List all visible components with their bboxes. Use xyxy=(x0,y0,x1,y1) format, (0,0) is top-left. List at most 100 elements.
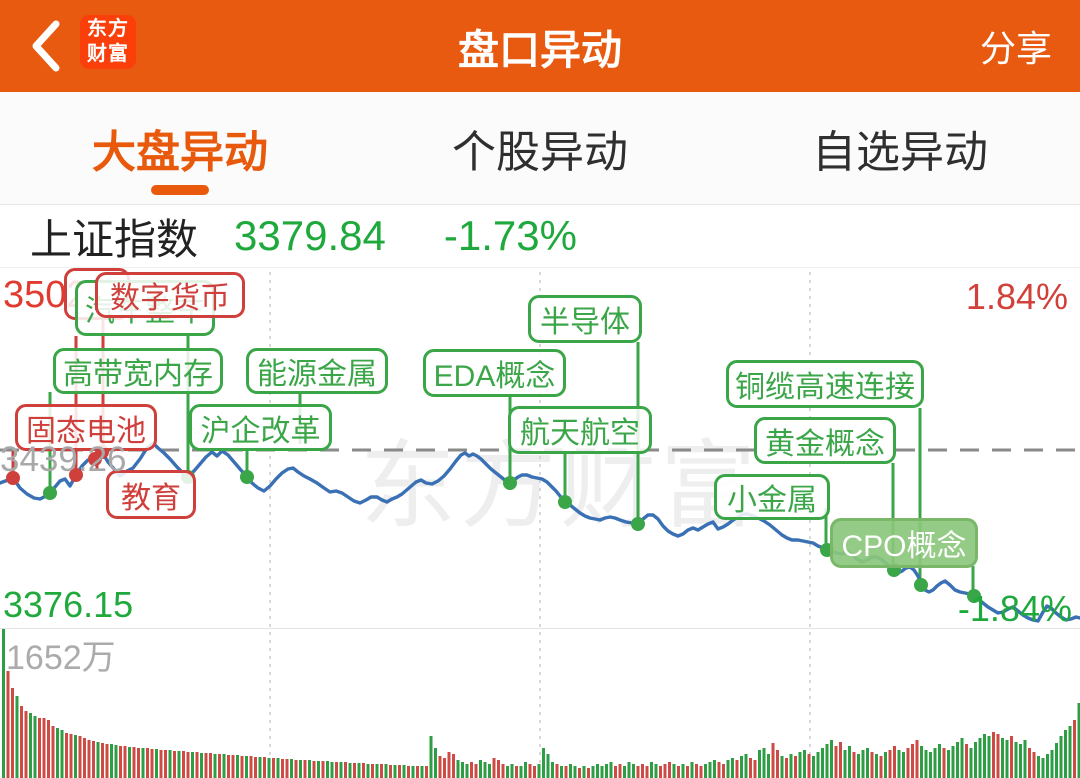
volume-bar xyxy=(645,766,649,778)
volume-bar xyxy=(884,752,887,778)
event-chip-cpo[interactable]: CPO概念 xyxy=(830,518,978,568)
volume-bar xyxy=(753,760,757,778)
volume-bar xyxy=(744,754,748,778)
volume-bar xyxy=(515,766,518,778)
volume-bar xyxy=(429,736,433,778)
volume-bar xyxy=(425,766,428,778)
tab-market-movement[interactable]: 大盘异动 xyxy=(0,92,360,204)
volume-bar xyxy=(222,754,226,778)
volume-bar xyxy=(263,757,266,778)
volume-bar xyxy=(470,762,473,778)
event-chip-eda[interactable]: EDA概念 xyxy=(423,349,566,397)
tab-stock-movement[interactable]: 个股异动 xyxy=(360,92,720,204)
volume-bar xyxy=(1037,756,1040,778)
index-name: 上证指数 xyxy=(30,215,199,263)
yaxis-mid-value: 3439.26 xyxy=(0,440,127,479)
page-title: 盘口异动 xyxy=(458,27,622,73)
volume-bar xyxy=(38,718,41,778)
volume-bar xyxy=(942,748,946,778)
active-tab-underline xyxy=(151,185,209,195)
volume-bar xyxy=(735,760,739,778)
event-dot xyxy=(914,578,928,592)
back-chevron-icon xyxy=(32,20,60,72)
volume-bar xyxy=(816,752,820,778)
eastmoney-logo: 东方 财富 xyxy=(80,15,136,69)
volume-bar xyxy=(2,629,5,778)
volume-bar xyxy=(29,713,32,778)
event-chip-aerospace[interactable]: 航天航空 xyxy=(508,406,652,454)
event-chip-energy-metal[interactable]: 能源金属 xyxy=(246,348,388,394)
volume-bar xyxy=(987,736,991,778)
volume-bar xyxy=(344,762,347,778)
volume-bar xyxy=(452,754,455,778)
index-summary-row[interactable]: 上证指数 3379.84 -1.73% xyxy=(0,205,1080,268)
volume-bar xyxy=(596,764,599,778)
volume-bar xyxy=(785,758,788,778)
event-chip-gold[interactable]: 黄金概念 xyxy=(754,417,896,464)
volume-bar xyxy=(24,711,28,778)
volume-bar xyxy=(771,743,775,778)
volume-bar xyxy=(438,756,442,778)
event-chip-semiconductor[interactable]: 半导体 xyxy=(528,295,642,343)
volume-bar xyxy=(393,765,397,778)
volume-bar xyxy=(546,754,550,778)
volume-bar xyxy=(875,754,878,778)
volume-bar xyxy=(83,738,86,778)
event-dot xyxy=(503,476,517,490)
volume-bar xyxy=(375,764,379,778)
volume-bar xyxy=(605,764,608,778)
volume-bar xyxy=(1046,754,1049,778)
volume-bar xyxy=(677,766,680,778)
volume-bar xyxy=(983,734,986,778)
volume-bar xyxy=(551,762,554,778)
tab-watchlist-movement[interactable]: 自选异动 xyxy=(720,92,1080,204)
volume-bar xyxy=(654,764,658,778)
yaxis-top-percent: 1.84% xyxy=(965,276,1068,317)
volume-bar xyxy=(47,720,50,778)
volume-bar xyxy=(528,764,532,778)
volume-bar xyxy=(227,755,230,778)
volume-bar xyxy=(632,764,635,778)
volume-bar xyxy=(33,716,37,778)
volume-bar xyxy=(951,746,955,778)
volume-bar xyxy=(290,759,293,778)
event-chip-hbm[interactable]: 高带宽内存 xyxy=(53,348,223,394)
event-chip-copper-cable[interactable]: 铜缆高速连接 xyxy=(726,360,924,408)
volume-bar xyxy=(272,758,275,778)
volume-bar xyxy=(830,740,833,778)
volume-bar xyxy=(110,744,113,778)
volume-bar xyxy=(519,766,523,778)
volume-bar xyxy=(330,762,334,778)
volume-bar xyxy=(159,750,163,778)
volume-bar xyxy=(299,760,302,778)
volume-bar xyxy=(879,756,883,778)
volume-bar xyxy=(357,763,361,778)
volume-bar xyxy=(258,757,262,778)
volume-bar xyxy=(560,766,563,778)
event-chip-digital-currency[interactable]: 数字货币 xyxy=(95,272,245,318)
volume-bar xyxy=(78,736,82,778)
event-chip-minor-metal[interactable]: 小金属 xyxy=(714,474,830,520)
volume-bar xyxy=(96,742,100,778)
volume-bar xyxy=(42,718,46,778)
volume-bar xyxy=(618,764,622,778)
volume-bar xyxy=(456,760,460,778)
event-dot xyxy=(88,452,102,466)
volume-bar xyxy=(60,730,64,778)
volume-bar xyxy=(15,696,19,778)
back-button[interactable] xyxy=(26,18,66,74)
share-button[interactable]: 分享 xyxy=(979,28,1052,69)
volume-bar xyxy=(686,766,689,778)
volume-bar xyxy=(587,768,590,778)
volume-bar xyxy=(834,746,838,778)
event-chip-shanghai-reform[interactable]: 沪企改革 xyxy=(189,404,332,451)
volume-bar xyxy=(870,752,874,778)
volume-bar xyxy=(164,750,167,778)
event-chip-education[interactable]: 教育 xyxy=(106,470,196,519)
volume-bar xyxy=(1014,742,1018,778)
event-chip-solid-state-battery[interactable]: 固态电池 xyxy=(15,404,157,451)
volume-bar xyxy=(353,763,356,778)
volume-bar xyxy=(713,760,716,778)
event-dot xyxy=(240,470,254,484)
